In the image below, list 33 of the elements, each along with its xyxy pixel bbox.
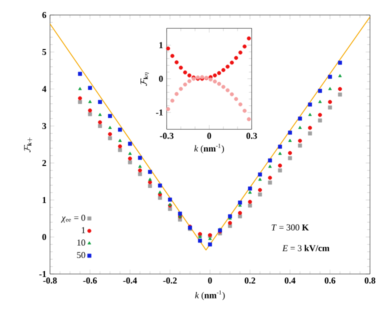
x-tick-label: 0 [207,132,212,139]
x-tick-label: 0.8 [364,278,376,284]
y-axis-title: $\mathcal{F}_{\mathbf{k}+}$ [24,137,32,152]
y-tick-label: 5 [42,49,46,55]
y-tick-label: 0 [159,76,163,82]
y-tick-label: -1 [156,110,163,116]
y-tick-label: 1 [42,197,46,203]
x-tick-label: -0.8 [43,278,57,284]
legend-label: 50 [77,252,86,258]
x-tick-label: 0 [208,278,212,284]
x-axis-title: k (nm$^{-1}$) [195,290,225,300]
x-tick-label: 0.3 [246,132,257,139]
x-tick-label: -0.4 [123,278,137,284]
y-tick-label: 4 [42,86,46,92]
x-tick-label: -0.3 [160,132,174,139]
annotation: E = 3 kV/cm [282,244,330,252]
annotation: T = 300 K [272,224,309,230]
x-tick-label: 0.2 [244,278,256,284]
legend-label: χ$_{ee}$ = 0 [60,214,86,223]
x-tick-label: 0.6 [324,278,336,284]
legend-label: 10 [77,240,86,246]
x-tick-label: 0.4 [284,278,296,284]
y-axis-title: $\mathcal{F}_{\mathbf{k}\eta}$ [140,72,149,86]
y-tick-label: 3 [42,122,46,130]
y-tick-label: -1 [39,271,46,277]
y-tick-label: 6 [42,12,46,18]
x-tick-label: -0.2 [163,278,177,284]
legend-label: 1 [82,227,86,234]
y-tick-label: 0 [42,234,46,240]
y-tick-label: 1 [159,42,163,48]
y-tick-label: 2 [42,160,46,166]
x-tick-label: -0.6 [83,278,97,284]
x-axis-title: k (nm$^{-1}$) [194,144,224,154]
